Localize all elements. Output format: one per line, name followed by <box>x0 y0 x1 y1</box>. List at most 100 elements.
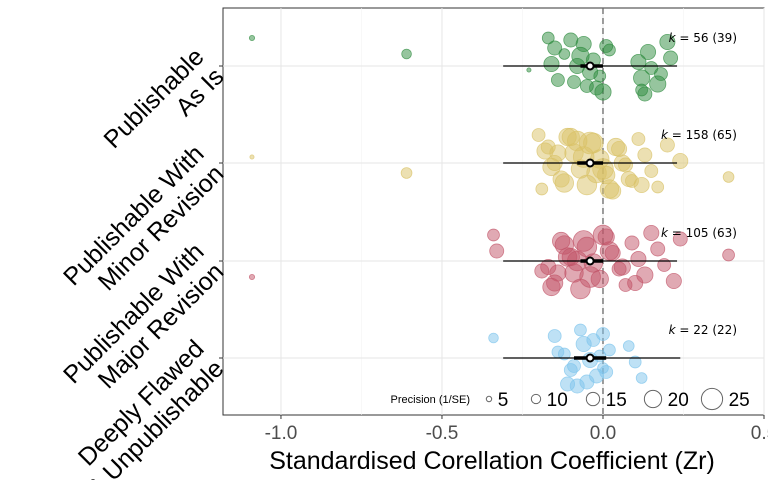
data-point <box>599 39 614 53</box>
point-estimate <box>585 158 595 168</box>
k-label: k = 22 (22) <box>669 323 737 337</box>
k-label-symbol: k <box>661 226 669 240</box>
data-point <box>633 176 650 193</box>
data-point <box>589 80 604 96</box>
y-ticks <box>219 65 223 359</box>
data-point <box>603 343 616 357</box>
data-point <box>627 274 644 291</box>
data-point <box>654 67 668 81</box>
data-point <box>534 263 550 279</box>
data-point <box>635 83 648 97</box>
data-point <box>547 40 563 56</box>
k-labels: k = 56 (39)k = 158 (65)k = 105 (63)k = 2… <box>661 31 737 337</box>
data-points <box>248 31 735 394</box>
legend-size-symbol <box>643 389 663 409</box>
data-point <box>635 372 648 384</box>
data-point <box>613 258 631 276</box>
data-point <box>579 266 601 288</box>
legend-title: Precision (1/SE) <box>391 394 470 406</box>
k-label-symbol: k <box>661 128 669 142</box>
legend-size-label: 25 <box>729 390 750 411</box>
data-point <box>606 137 625 157</box>
data-point <box>401 48 412 60</box>
data-point <box>628 355 642 369</box>
x-ticks: -1.0 -0.5 0.0 0.5 <box>265 415 768 444</box>
x-tick-label: -0.5 <box>426 423 459 444</box>
data-point <box>722 248 735 262</box>
data-point <box>547 329 562 343</box>
legend-size-symbol <box>585 391 601 407</box>
data-point <box>599 179 620 199</box>
point-estimate <box>585 61 595 71</box>
point-estimate <box>585 353 595 363</box>
data-point <box>249 154 255 160</box>
data-point <box>578 131 602 155</box>
data-point <box>659 34 676 51</box>
data-point <box>622 340 635 352</box>
data-point <box>561 247 580 267</box>
data-point <box>561 127 580 147</box>
x-tick-label: -1.0 <box>265 423 298 444</box>
data-point <box>643 224 660 241</box>
data-point <box>543 56 560 73</box>
estimate-intervals <box>503 61 681 363</box>
data-point <box>531 128 546 142</box>
data-point <box>586 333 601 347</box>
data-point <box>624 235 640 251</box>
data-point <box>599 241 620 261</box>
legend-size-label: 10 <box>547 390 568 411</box>
data-point <box>574 323 587 337</box>
data-point <box>549 144 567 162</box>
data-point <box>567 359 581 373</box>
data-point <box>567 75 581 89</box>
data-point <box>630 250 647 267</box>
point-estimate <box>585 256 595 266</box>
data-point <box>526 67 532 73</box>
data-point <box>672 231 688 247</box>
legend-size-symbol <box>700 387 724 411</box>
data-point <box>487 228 500 242</box>
data-point <box>571 46 590 66</box>
data-point <box>722 171 735 183</box>
data-point <box>554 173 574 193</box>
data-point <box>541 31 555 45</box>
data-point <box>637 147 653 163</box>
data-point <box>488 332 499 344</box>
data-point <box>631 132 646 146</box>
k-label-value: = 105 (63) <box>668 226 737 240</box>
data-point <box>535 182 549 196</box>
k-label: k = 56 (39) <box>669 31 737 45</box>
data-point <box>248 273 256 281</box>
k-label-value: = 158 (65) <box>668 128 737 142</box>
legend-size-label: 5 <box>498 390 509 411</box>
data-point <box>593 349 607 363</box>
data-point <box>558 48 571 60</box>
legend-size-symbol <box>530 393 542 405</box>
data-point <box>665 272 682 289</box>
data-point <box>650 241 666 257</box>
data-point <box>248 34 256 42</box>
x-tick-label: 0.0 <box>590 423 616 444</box>
data-point <box>563 32 579 48</box>
legend: Precision (1/SE) 5 10 15 20 25 <box>391 387 750 411</box>
data-point <box>651 180 665 194</box>
data-point <box>659 137 675 153</box>
data-point <box>640 44 657 61</box>
data-point <box>579 374 595 390</box>
x-tick-label: 0.5 <box>751 423 768 444</box>
data-point <box>400 167 413 179</box>
data-point <box>597 362 609 374</box>
plot-panel <box>222 7 765 416</box>
data-point <box>489 243 505 259</box>
legend-size-symbol <box>485 395 493 403</box>
data-point <box>657 258 672 272</box>
data-point <box>551 345 565 359</box>
k-label-value: = 56 (39) <box>676 31 737 45</box>
legend-size-label: 15 <box>606 390 627 411</box>
legend-size-label: 20 <box>668 390 689 411</box>
data-point <box>551 73 565 87</box>
data-point <box>560 376 576 392</box>
